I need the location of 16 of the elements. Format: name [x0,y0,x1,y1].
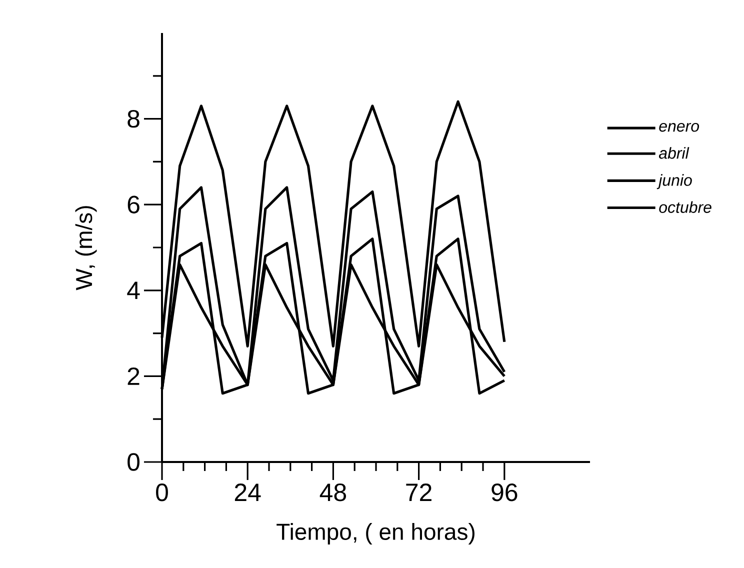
y-tick-label: 2 [128,367,140,385]
x-tick-label: 0 [156,484,168,502]
y-tick-label: 0 [128,453,140,471]
x-tick-label: 72 [406,484,432,501]
y-tick-label: 4 [127,282,140,299]
y-tick-label: 8 [128,110,140,128]
x-axis-title: Tiempo, ( en horas) [276,523,474,544]
legend-label: enero [659,122,700,132]
x-tick-label: 48 [320,484,346,502]
legend-label: junio [656,174,692,190]
x-tick-label: 96 [492,484,518,502]
legend-label: octubre [659,201,712,213]
legend-label: abril [658,147,690,159]
y-axis-title: W, (m/s) [75,206,97,290]
x-tick-label: 24 [234,484,261,501]
y-tick-label: 6 [128,196,140,214]
